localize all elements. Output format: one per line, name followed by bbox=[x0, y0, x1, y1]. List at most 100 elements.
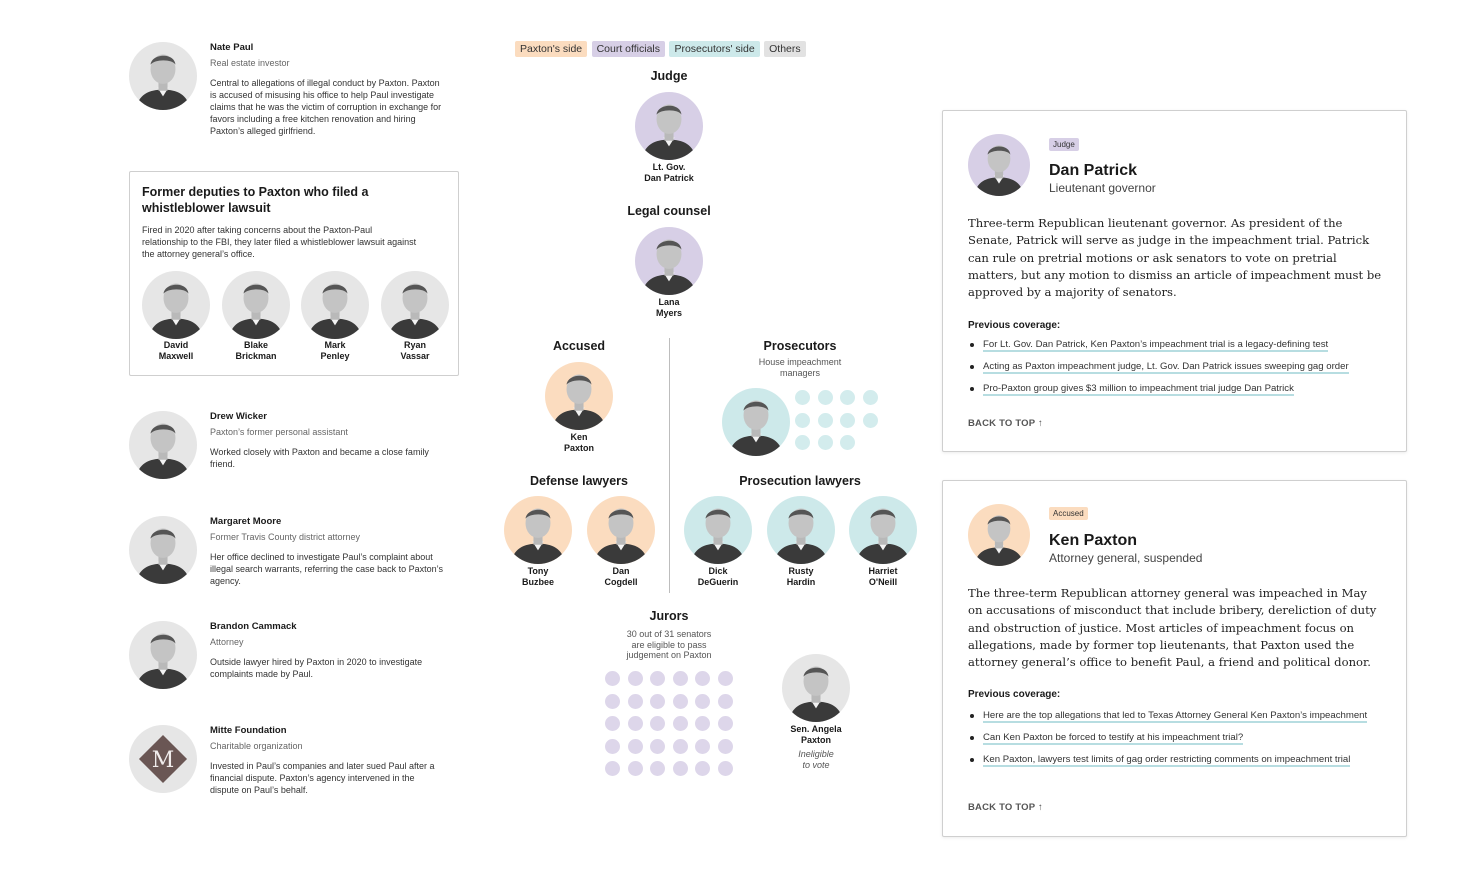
person-portrait-icon bbox=[222, 271, 290, 339]
legend-prosecutors-side: Prosecutors' side bbox=[669, 41, 760, 57]
avatar bbox=[635, 92, 703, 160]
sub-line-1: 30 out of 31 senators bbox=[626, 629, 712, 639]
juror-dot bbox=[650, 761, 665, 776]
back-to-top-link[interactable]: BACK TO TOP ↑ bbox=[968, 418, 1043, 429]
legend-paxton-side: Paxton's side bbox=[515, 41, 588, 57]
avatar bbox=[301, 271, 369, 339]
card-name: Dan Patrick bbox=[1049, 162, 1138, 179]
person-role: Real estate investor bbox=[210, 58, 290, 68]
person-portrait-icon bbox=[722, 388, 790, 456]
manager-dot bbox=[840, 390, 855, 405]
person-portrait-icon bbox=[129, 621, 197, 689]
avatar bbox=[587, 496, 655, 564]
person-role: Paxton’s former personal assistant bbox=[210, 427, 348, 437]
node-angela-paxton[interactable]: Sen. Angela Paxton Ineligible to vote bbox=[782, 654, 850, 771]
manager-dot bbox=[862, 412, 878, 428]
juror-dot bbox=[605, 671, 620, 686]
node-rusty-hardin[interactable]: Rusty Hardin bbox=[767, 496, 835, 588]
juror-dot bbox=[650, 693, 665, 709]
judge-heading: Judge bbox=[650, 69, 688, 83]
node-prosecutor-manager[interactable] bbox=[722, 388, 790, 456]
person-drew-wicker[interactable]: Drew Wicker Paxton’s former personal ass… bbox=[129, 411, 449, 481]
node-ken-paxton[interactable]: Ken Paxton bbox=[545, 362, 613, 454]
last-name: Buzbee bbox=[521, 577, 554, 587]
avatar bbox=[222, 271, 290, 339]
coverage-link[interactable]: Pro-Paxton group gives $3 million to imp… bbox=[983, 383, 1294, 396]
name-line-2: Paxton bbox=[800, 735, 831, 745]
person-description: Invested in Paul’s companies and later s… bbox=[210, 761, 435, 795]
manager-dot bbox=[840, 412, 855, 428]
card-name: Ken Paxton bbox=[1049, 532, 1138, 549]
person-description: Central to allegations of illegal conduc… bbox=[210, 78, 442, 136]
legal-counsel-heading: Legal counsel bbox=[627, 204, 711, 218]
manager-dot bbox=[840, 435, 855, 450]
juror-dot bbox=[695, 693, 710, 709]
person-portrait-icon bbox=[849, 496, 917, 564]
coverage-link[interactable]: Acting as Paxton impeachment judge, Lt. … bbox=[983, 361, 1349, 374]
coverage-link[interactable]: Can Ken Paxton be forced to testify at h… bbox=[983, 732, 1244, 745]
deputy-david-maxwell[interactable]: David Maxwell bbox=[142, 271, 210, 362]
jurors-subheading: 30 out of 31 senators are eligible to pa… bbox=[599, 629, 739, 661]
node-harriet-oneill[interactable]: Harriet O'Neill bbox=[849, 496, 917, 588]
person-role: Charitable organization bbox=[210, 741, 303, 751]
manager-dot bbox=[817, 412, 833, 428]
deputy-ryan-vassar[interactable]: Ryan Vassar bbox=[381, 271, 449, 362]
avatar bbox=[968, 134, 1030, 196]
name-line-2: Paxton bbox=[563, 443, 594, 453]
org-mitte-foundation[interactable]: M Mitte Foundation Charitable organizati… bbox=[129, 725, 449, 805]
sub-line-2: managers bbox=[779, 368, 821, 378]
person-portrait-icon bbox=[129, 42, 197, 110]
deputy-blake-brickman[interactable]: Blake Brickman bbox=[222, 271, 290, 362]
defense-lawyers-heading: Defense lawyers bbox=[530, 474, 628, 488]
juror-dot bbox=[672, 716, 688, 731]
node-tony-buzbee[interactable]: Tony Buzbee bbox=[504, 496, 572, 588]
person-description: Worked closely with Paxton and became a … bbox=[210, 447, 429, 469]
juror-dot bbox=[650, 671, 665, 686]
legend-court-officials: Court officials bbox=[591, 41, 665, 57]
first-name: Dick bbox=[708, 566, 728, 576]
card-dan-patrick: Judge Dan Patrick Lieutenant governor Th… bbox=[942, 110, 1407, 452]
person-margaret-moore[interactable]: Margaret Moore Former Travis County dist… bbox=[129, 516, 449, 586]
coverage-link[interactable]: Ken Paxton, lawyers test limits of gag o… bbox=[983, 754, 1351, 767]
juror-dot bbox=[605, 761, 620, 776]
avatar bbox=[504, 496, 572, 564]
role-badge: Judge bbox=[1049, 138, 1079, 151]
avatar bbox=[767, 496, 835, 564]
name-line-2: Myers bbox=[655, 308, 682, 318]
juror-dot bbox=[605, 738, 620, 754]
card-body: The three-term Republican attorney gener… bbox=[968, 586, 1377, 670]
juror-dot bbox=[695, 671, 710, 686]
juror-dot bbox=[672, 738, 688, 754]
node-dan-cogdell[interactable]: Dan Cogdell bbox=[587, 496, 655, 588]
node-lana-myers[interactable]: Lana Myers bbox=[635, 227, 703, 319]
manager-dot bbox=[817, 390, 833, 405]
avatar bbox=[142, 271, 210, 339]
person-nate-paul[interactable]: Nate Paul Real estate investor Central t… bbox=[129, 42, 449, 142]
deputies-description: Fired in 2020 after taking concerns abou… bbox=[142, 225, 417, 259]
node-dan-patrick[interactable]: Lt. Gov. Dan Patrick bbox=[635, 92, 703, 184]
first-name: Harriet bbox=[868, 566, 898, 576]
coverage-link[interactable]: For Lt. Gov. Dan Patrick, Ken Paxton’s i… bbox=[983, 339, 1329, 352]
manager-dot bbox=[795, 435, 810, 450]
manager-dot bbox=[795, 412, 810, 428]
coverage-link[interactable]: Here are the top allegations that led to… bbox=[983, 710, 1368, 723]
avatar bbox=[129, 516, 197, 584]
juror-dot bbox=[695, 761, 710, 776]
coverage-item: Pro-Paxton group gives $3 million to imp… bbox=[968, 382, 1388, 396]
avatar bbox=[545, 362, 613, 430]
avatar bbox=[381, 271, 449, 339]
back-to-top-link[interactable]: BACK TO TOP ↑ bbox=[968, 802, 1043, 813]
avatar bbox=[968, 504, 1030, 566]
first-name: Dan bbox=[612, 566, 630, 576]
last-name: Maxwell bbox=[158, 351, 194, 361]
person-portrait-icon bbox=[301, 271, 369, 339]
person-role: Former Travis County district attorney bbox=[210, 532, 361, 542]
deputy-mark-penley[interactable]: Mark Penley bbox=[301, 271, 369, 362]
person-portrait-icon bbox=[684, 496, 752, 564]
avatar bbox=[722, 388, 790, 456]
avatar bbox=[129, 621, 197, 689]
deputies-box: Former deputies to Paxton who filed a wh… bbox=[129, 171, 459, 376]
node-dick-deguerin[interactable]: Dick DeGuerin bbox=[684, 496, 752, 588]
person-brandon-cammack[interactable]: Brandon Cammack Attorney Outside lawyer … bbox=[129, 621, 449, 691]
person-description: Her office declined to investigate Paul’… bbox=[210, 552, 443, 586]
